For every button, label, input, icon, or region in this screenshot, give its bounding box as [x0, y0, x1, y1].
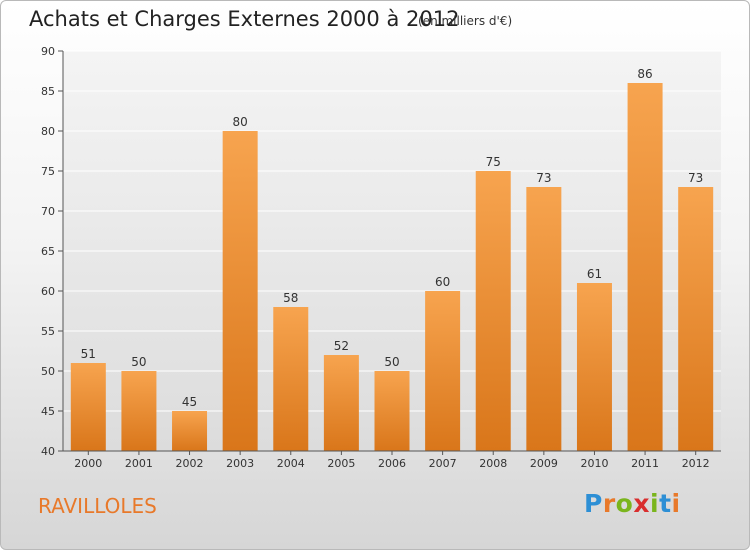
place-name: RAVILLOLES [38, 494, 157, 518]
x-tick-label: 2000 [74, 457, 102, 470]
chart-title: Achats et Charges Externes 2000 à 2012 [29, 7, 460, 31]
data-label: 60 [435, 275, 450, 289]
data-label: 73 [536, 171, 551, 185]
x-tick-label: 2011 [631, 457, 659, 470]
data-label: 50 [384, 355, 399, 369]
x-tick-label: 2001 [125, 457, 153, 470]
data-label: 51 [81, 347, 96, 361]
data-label: 86 [637, 67, 652, 81]
y-tick-label: 65 [41, 245, 55, 258]
data-label: 50 [131, 355, 146, 369]
bar [425, 291, 461, 451]
bar [323, 355, 359, 451]
data-label: 58 [283, 291, 298, 305]
bar [121, 371, 157, 451]
y-tick-label: 80 [41, 125, 55, 138]
y-tick-label: 70 [41, 205, 55, 218]
chart-subtitle: (en milliers d'€) [418, 14, 513, 28]
logo-letter: P [584, 489, 603, 518]
x-tick-label: 2005 [327, 457, 355, 470]
x-tick-label: 2002 [176, 457, 204, 470]
data-label: 73 [688, 171, 703, 185]
x-tick-label: 2003 [226, 457, 254, 470]
data-label: 52 [334, 339, 349, 353]
data-label: 61 [587, 267, 602, 281]
y-tick-label: 60 [41, 285, 55, 298]
logo-letter: o [615, 489, 634, 518]
logo-letter: t [659, 489, 672, 518]
logo-letter: i [650, 489, 660, 518]
bar [172, 411, 208, 451]
data-label: 45 [182, 395, 197, 409]
y-tick-label: 90 [41, 45, 55, 58]
x-tick-label: 2004 [277, 457, 305, 470]
logo-letter: i [671, 489, 681, 518]
bar [273, 307, 309, 451]
x-tick-label: 2009 [530, 457, 558, 470]
x-tick-label: 2006 [378, 457, 406, 470]
bar [70, 363, 106, 451]
y-tick-label: 40 [41, 445, 55, 458]
y-tick-label: 45 [41, 405, 55, 418]
x-tick-label: 2007 [429, 457, 457, 470]
bar [222, 131, 258, 451]
bar [475, 171, 511, 451]
y-tick-label: 75 [41, 165, 55, 178]
y-tick-label: 50 [41, 365, 55, 378]
y-tick-label: 55 [41, 325, 55, 338]
bar [627, 83, 663, 451]
data-label: 75 [486, 155, 501, 169]
bar [526, 187, 562, 451]
bar [678, 187, 714, 451]
x-tick-label: 2012 [682, 457, 710, 470]
logo-letter: r [602, 489, 616, 518]
proxiti-logo: Proxiti [584, 489, 681, 518]
bar [576, 283, 612, 451]
logo-letter: x [633, 489, 650, 518]
data-label: 80 [233, 115, 248, 129]
y-tick-label: 85 [41, 85, 55, 98]
x-tick-label: 2008 [479, 457, 507, 470]
bar [374, 371, 410, 451]
x-tick-label: 2010 [580, 457, 608, 470]
